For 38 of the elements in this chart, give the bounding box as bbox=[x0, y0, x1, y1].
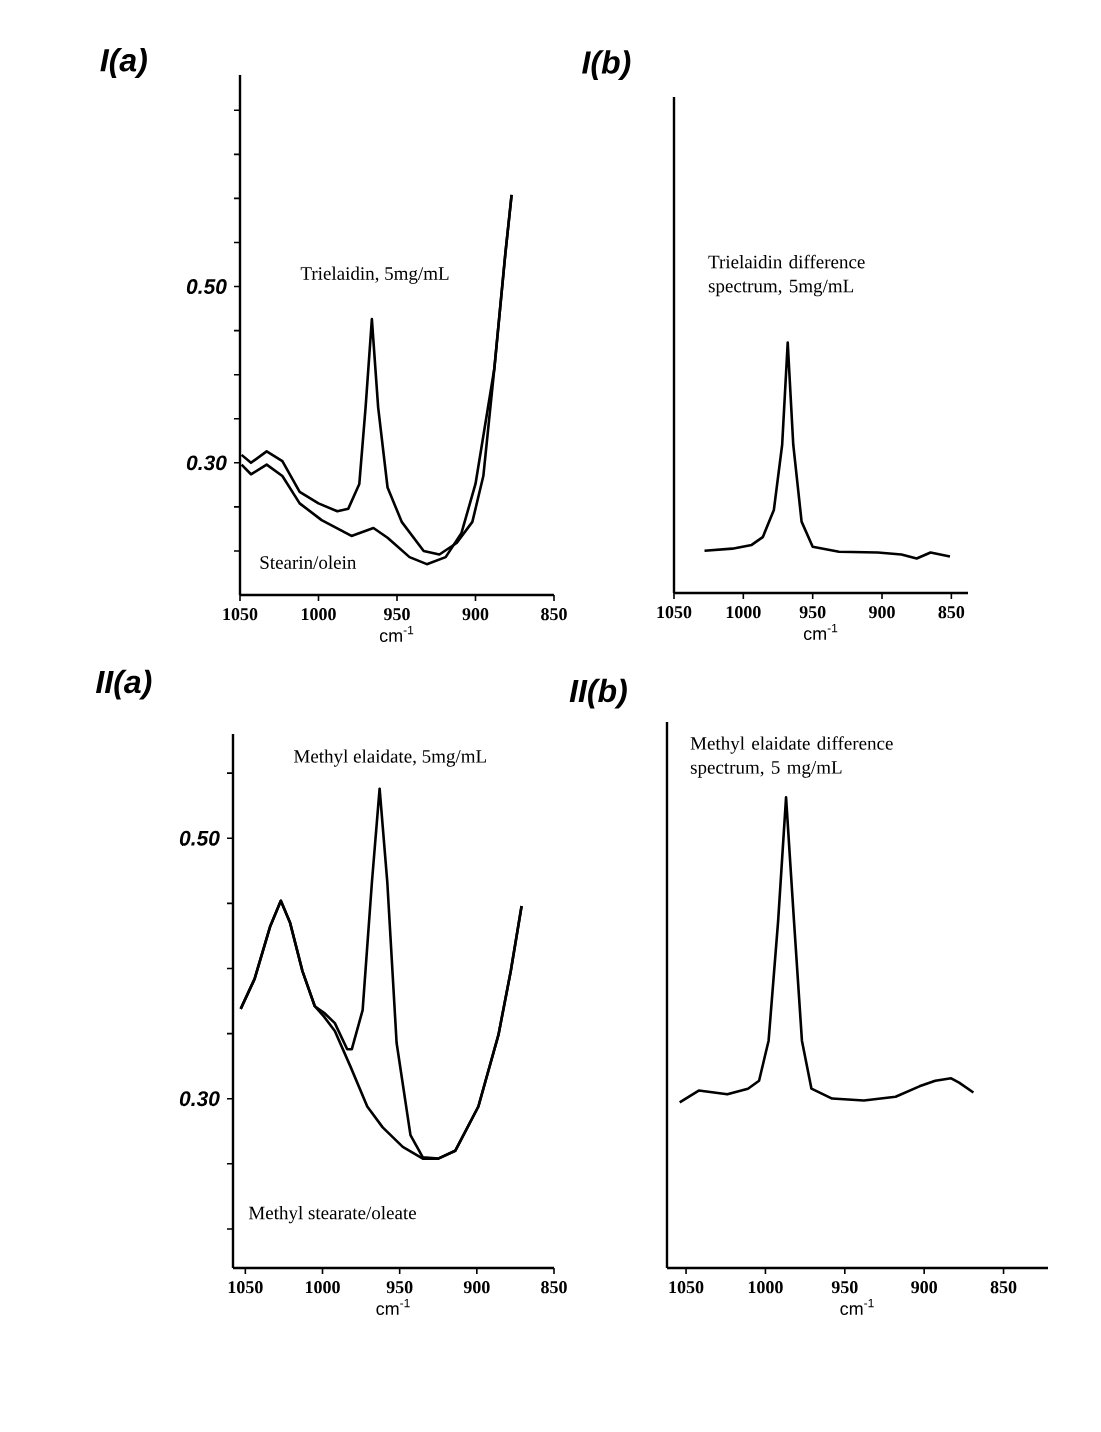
x-tick-label: 1000 bbox=[748, 1281, 783, 1294]
y-tick-label: 0.30 bbox=[179, 1091, 220, 1107]
series-label: Methyl elaidate, 5mg/mL bbox=[294, 749, 486, 767]
series-label: Stearin/olein bbox=[260, 555, 357, 569]
x-axis-title: cm$^{-1}$ bbox=[376, 1298, 410, 1316]
x-tick-label: 1050 bbox=[228, 1281, 263, 1294]
x-tick-label: 1050 bbox=[657, 606, 692, 619]
y-tick-label: 0.30 bbox=[186, 455, 227, 471]
chart-title: I(b) bbox=[582, 50, 631, 81]
y-tick-label: 0.50 bbox=[186, 279, 227, 294]
x-axis-title: cm$^{-1}$ bbox=[379, 625, 414, 643]
x-tick-label: 900 bbox=[463, 1281, 490, 1294]
text: Methyl elaidate difference spectrum, 5 mg/mL bbox=[690, 736, 893, 778]
y-tick-label: 0.50 bbox=[179, 830, 220, 846]
x-tick-label: 900 bbox=[462, 608, 489, 621]
x-tick-label: 950 bbox=[831, 1281, 858, 1294]
text: Trielaidin difference spectrum, 5mg/mL bbox=[708, 254, 865, 297]
x-axis-title: cm$^{-1}$ bbox=[840, 1298, 874, 1316]
x-tick-label: 900 bbox=[869, 606, 895, 619]
x-axis-title: cm$^{-1}$ bbox=[803, 623, 838, 641]
chart-title: I(a) bbox=[100, 48, 147, 78]
x-tick-label: 950 bbox=[384, 608, 410, 621]
x-tick-label: 850 bbox=[541, 1281, 567, 1294]
x-tick-label: 1050 bbox=[669, 1281, 704, 1294]
x-tick-label: 900 bbox=[911, 1281, 937, 1294]
x-tick-label: 850 bbox=[541, 608, 567, 621]
x-tick-label: 1000 bbox=[301, 608, 336, 621]
chart-title: II(a) bbox=[95, 669, 152, 700]
x-tick-label: 950 bbox=[386, 1281, 413, 1294]
text: Trielaidin, 5mg/mL bbox=[300, 266, 449, 284]
x-tick-label: 1050 bbox=[223, 608, 258, 621]
x-tick-label: 950 bbox=[799, 606, 826, 619]
chart-title: II(b) bbox=[569, 678, 627, 709]
x-tick-label: 850 bbox=[938, 606, 965, 619]
x-tick-label: 1000 bbox=[726, 606, 761, 619]
text: Methyl stearate/oleate bbox=[248, 1205, 417, 1224]
x-tick-label: 1000 bbox=[305, 1281, 340, 1294]
x-tick-label: 850 bbox=[990, 1281, 1017, 1294]
